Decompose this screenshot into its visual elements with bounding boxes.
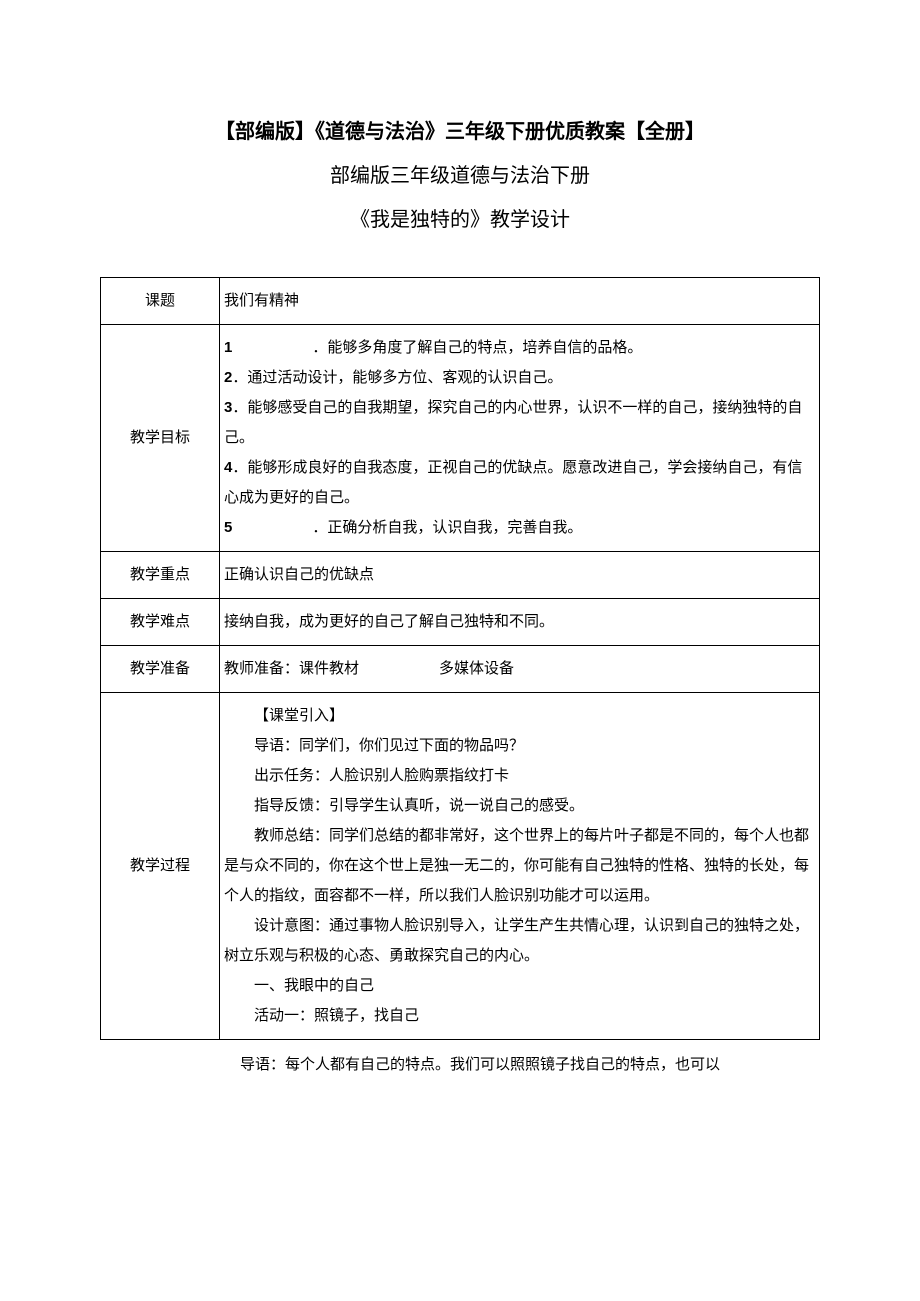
table-row: 教学目标 1 ．能够多角度了解自己的特点，培养自信的品格。 2．通过活动设计，能够…	[101, 325, 820, 552]
table-row: 教学难点 接纳自我，成为更好的自己了解自己独特和不同。	[101, 599, 820, 646]
table-row: 教学重点 正确认识自己的优缺点	[101, 552, 820, 599]
process-paragraph: 导语：同学们，你们见过下面的物品吗？	[224, 731, 815, 761]
row-label-process: 教学过程	[101, 693, 220, 1040]
table-row: 课题 我们有精神	[101, 278, 820, 325]
objective-num: 5	[224, 519, 232, 536]
process-paragraph: 教师总结：同学们总结的都非常好，这个世界上的每片叶子都是不同的，每个人也都是与众…	[224, 821, 815, 911]
row-content-topic: 我们有精神	[220, 278, 820, 325]
row-label-objectives: 教学目标	[101, 325, 220, 552]
lesson-plan-table: 课题 我们有精神 教学目标 1 ．能够多角度了解自己的特点，培养自信的品格。 2．…	[100, 277, 820, 1040]
row-content-preparation: 教师准备：课件教材 多媒体设备	[220, 646, 820, 693]
process-paragraph: 【课堂引入】	[224, 701, 815, 731]
preparation-part2: 多媒体设备	[439, 661, 514, 677]
process-paragraph: 出示任务：人脸识别人脸购票指纹打卡	[224, 761, 815, 791]
document-page: 【部编版】《道德与法治》三年级下册优质教案【全册】 部编版三年级道德与法治下册 …	[0, 0, 920, 1120]
process-paragraph: 一、我眼中的自己	[224, 971, 815, 1001]
row-label-difficulty: 教学难点	[101, 599, 220, 646]
row-label-keypoint: 教学重点	[101, 552, 220, 599]
spacer	[100, 242, 820, 277]
objective-item: 4．能够形成良好的自我态度，正视自己的优缺点。愿意改进自己，学会接纳自己，有信心…	[224, 453, 815, 513]
objective-item: 5 ．正确分析自我，认识自我，完善自我。	[224, 513, 815, 543]
process-paragraph: 活动一：照镜子，找自己	[224, 1001, 815, 1031]
objective-item: 2．通过活动设计，能够多方位、客观的认识自己。	[224, 363, 815, 393]
objective-num: 1	[224, 339, 232, 356]
preparation-part1: 教师准备：课件教材	[224, 661, 359, 677]
objective-text: ．能够感受自己的自我期望，探究自己的内心世界，认识不一样的自己，接纳独特的自己。	[224, 400, 802, 446]
objective-text: ．能够多角度了解自己的特点，培养自信的品格。	[312, 340, 642, 356]
objective-text: ．能够形成良好的自我态度，正视自己的优缺点。愿意改进自己，学会接纳自己，有信心成…	[224, 460, 802, 506]
title-line-2: 部编版三年级道德与法治下册	[100, 154, 820, 198]
table-row: 教学准备 教师准备：课件教材 多媒体设备	[101, 646, 820, 693]
process-paragraph: 指导反馈：引导学生认真听，说一说自己的感受。	[224, 791, 815, 821]
title-line-3: 《我是独特的》教学设计	[100, 198, 820, 242]
row-content-process: 【课堂引入】 导语：同学们，你们见过下面的物品吗？ 出示任务：人脸识别人脸购票指…	[220, 693, 820, 1040]
table-row: 教学过程 【课堂引入】 导语：同学们，你们见过下面的物品吗？ 出示任务：人脸识别…	[101, 693, 820, 1040]
title-line-1: 【部编版】《道德与法治》三年级下册优质教案【全册】	[100, 110, 820, 154]
row-label-topic: 课题	[101, 278, 220, 325]
process-paragraph: 设计意图：通过事物人脸识别导入，让学生产生共情心理，认识到自己的独特之处，树立乐…	[224, 911, 815, 971]
row-content-difficulty: 接纳自我，成为更好的自己了解自己独特和不同。	[220, 599, 820, 646]
objective-text: ．正确分析自我，认识自我，完善自我。	[312, 520, 582, 536]
row-content-keypoint: 正确认识自己的优缺点	[220, 552, 820, 599]
objective-item: 3．能够感受自己的自我期望，探究自己的内心世界，认识不一样的自己，接纳独特的自己…	[224, 393, 815, 453]
row-label-preparation: 教学准备	[101, 646, 220, 693]
objective-text: ．通过活动设计，能够多方位、客观的认识自己。	[232, 370, 562, 386]
overflow-paragraph: 导语：每个人都有自己的特点。我们可以照照镜子找自己的特点，也可以	[100, 1050, 820, 1080]
objective-item: 1 ．能够多角度了解自己的特点，培养自信的品格。	[224, 333, 815, 363]
row-content-objectives: 1 ．能够多角度了解自己的特点，培养自信的品格。 2．通过活动设计，能够多方位、客…	[220, 325, 820, 552]
